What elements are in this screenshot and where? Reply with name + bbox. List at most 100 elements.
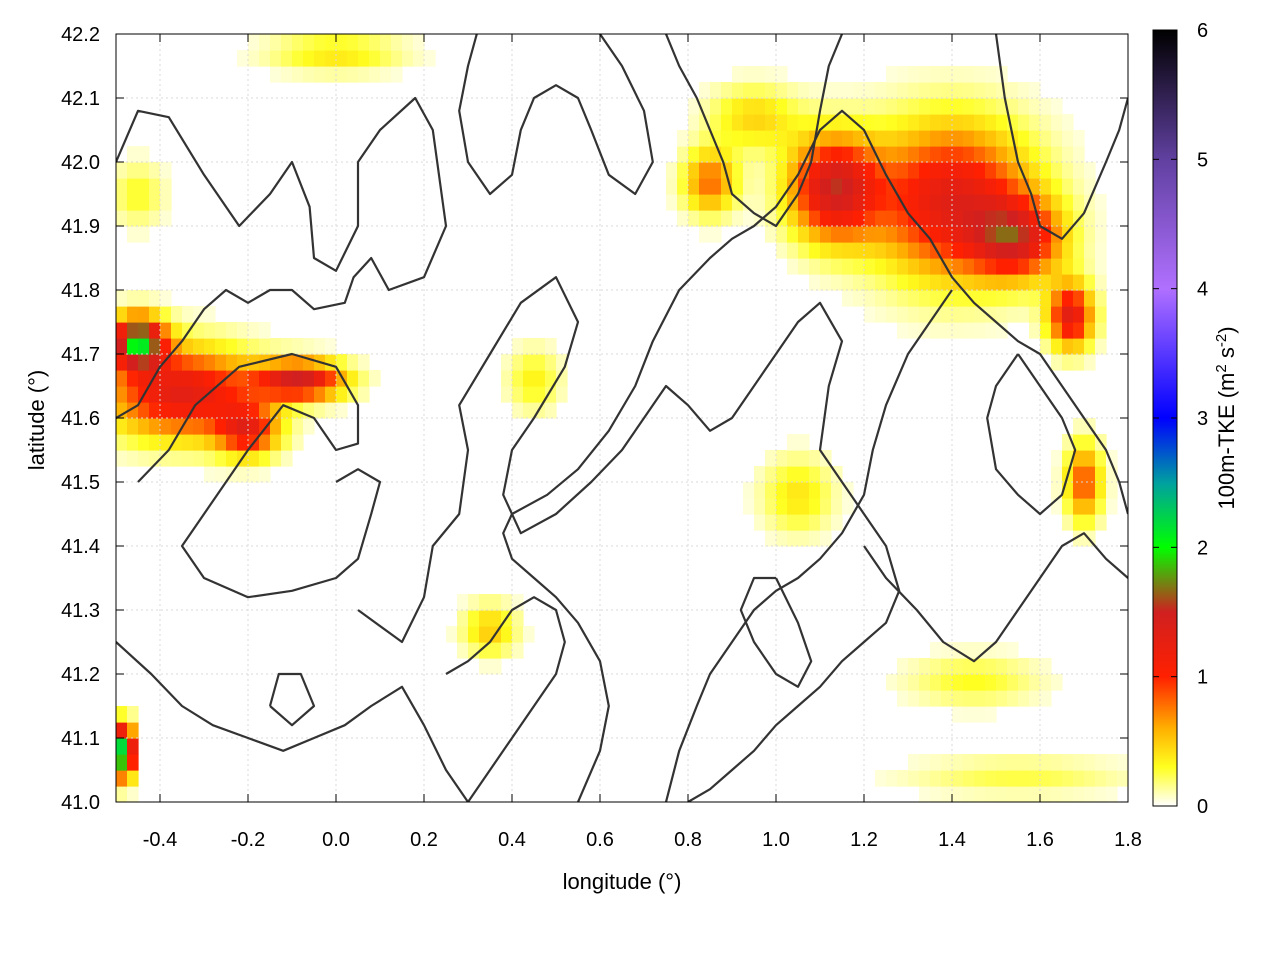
tke-cell (952, 66, 964, 83)
tke-cell (897, 130, 909, 147)
tke-cell (226, 322, 238, 339)
x-tick-label: 0.2 (410, 829, 438, 851)
tke-cell (248, 50, 260, 67)
tke-cell (732, 130, 744, 147)
tke-cell (193, 306, 205, 323)
tke-cell (776, 466, 788, 483)
tke-cell (908, 306, 920, 323)
tke-cell (1073, 754, 1085, 771)
tke-cell (248, 34, 260, 51)
tke-cell (765, 530, 777, 547)
tke-cell (149, 402, 161, 419)
tke-cell (963, 146, 975, 163)
tke-cell (248, 418, 260, 435)
tke-cell (1062, 194, 1074, 211)
tke-cell (149, 322, 161, 339)
tke-cell (1018, 226, 1030, 243)
tke-cell (171, 418, 183, 435)
tke-cell (787, 242, 799, 259)
tke-cell (963, 706, 975, 723)
tke-cell (1073, 482, 1085, 499)
tke-cell (985, 226, 997, 243)
tke-cell (886, 210, 898, 227)
tke-cell (1073, 290, 1085, 307)
tke-cell (226, 434, 238, 451)
tke-cell (347, 66, 359, 83)
tke-cell (919, 274, 931, 291)
tke-cell (292, 418, 304, 435)
tke-cell (325, 338, 337, 355)
tke-cell (677, 178, 689, 195)
tke-cell (1084, 466, 1096, 483)
x-tick-label: 0.6 (586, 829, 614, 851)
tke-cell (1007, 290, 1019, 307)
y-tick-label: 41.7 (61, 344, 100, 366)
tke-cell (1051, 226, 1063, 243)
tke-cell (501, 626, 513, 643)
tke-cell (215, 354, 227, 371)
tke-cell (798, 498, 810, 515)
x-tick-label: 1.0 (762, 829, 790, 851)
tke-cell (776, 450, 788, 467)
tke-cell (754, 162, 766, 179)
tke-cell (1051, 322, 1063, 339)
tke-cell (226, 418, 238, 435)
tke-cell (688, 194, 700, 211)
tke-cell (1106, 450, 1118, 467)
tke-cell (963, 658, 975, 675)
contour-line (268, 672, 316, 727)
tke-cell (1040, 162, 1052, 179)
tke-cell (127, 706, 139, 723)
tke-cell (116, 450, 128, 467)
tke-cell (974, 690, 986, 707)
tke-cell (479, 642, 491, 659)
tke-cell (765, 514, 777, 531)
tke-cell (204, 338, 216, 355)
tke-cell (1106, 754, 1118, 771)
tke-cell (897, 306, 909, 323)
tke-cell (479, 610, 491, 627)
tke-cell (149, 210, 161, 227)
tke-cell (897, 674, 909, 691)
tke-cell (1040, 754, 1052, 771)
tke-cell (952, 322, 964, 339)
tke-cell (1029, 146, 1041, 163)
tke-cell (985, 146, 997, 163)
tke-cell (776, 194, 788, 211)
tke-cell (743, 498, 755, 515)
tke-cell (798, 162, 810, 179)
tke-cell (160, 370, 172, 387)
tke-cell (974, 770, 986, 787)
tke-cell (193, 402, 205, 419)
tke-cell (523, 626, 535, 643)
tke-cell (952, 210, 964, 227)
tke-cell (941, 194, 953, 211)
tke-cell (941, 242, 953, 259)
tke-cell (1084, 514, 1096, 531)
tke-cell (1073, 786, 1085, 802)
tke-cell (930, 786, 942, 802)
tke-cell (138, 210, 150, 227)
tke-cell (699, 226, 711, 243)
tke-cell (754, 98, 766, 115)
tke-cell (215, 386, 227, 403)
tke-cell (1018, 258, 1030, 275)
tke-cell (160, 210, 172, 227)
tke-cell (1062, 258, 1074, 275)
tke-cell (127, 354, 139, 371)
tke-cell (919, 658, 931, 675)
tke-cell (226, 450, 238, 467)
tke-cell (149, 386, 161, 403)
tke-cell (985, 770, 997, 787)
tke-cell (886, 162, 898, 179)
tke-cell (952, 146, 964, 163)
tke-cell (1084, 178, 1096, 195)
tke-cell (1095, 482, 1107, 499)
tke-cell (930, 226, 942, 243)
tke-cell (721, 130, 733, 147)
tke-cell (996, 162, 1008, 179)
tke-cell (820, 498, 832, 515)
tke-cell (1029, 82, 1041, 99)
tke-cell (1051, 450, 1063, 467)
tke-cell (545, 370, 557, 387)
